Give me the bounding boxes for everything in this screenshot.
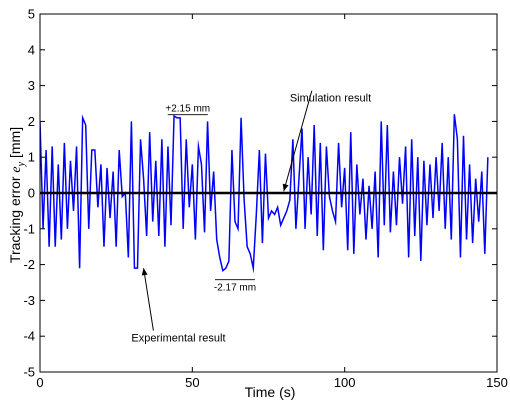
x-tick-label: 150 (486, 375, 508, 390)
y-axis-title-prefix: Tracking error (7, 173, 23, 264)
annotation-label-3: Experimental result (131, 333, 225, 345)
x-axis-title: Time (s) (245, 384, 296, 400)
y-tick-label: 0 (28, 186, 35, 201)
annotation-layer: +2.15 mm -2.17 mm Simulation result Experim… (131, 90, 371, 345)
series-layer (40, 114, 497, 274)
y-tick-label: -4 (23, 329, 35, 344)
x-tick-label: 100 (334, 375, 356, 390)
x-tick-label: 0 (36, 375, 43, 390)
y-tick-label: 5 (28, 7, 35, 22)
y-tick-label: 2 (28, 114, 35, 129)
x-tick-label: 50 (185, 375, 199, 390)
annotation-arrowhead-2 (282, 183, 289, 192)
annotation-label-0: +2.15 mm (165, 104, 210, 115)
annotation-arrow-2 (283, 90, 313, 192)
y-tick-label: -2 (23, 257, 35, 272)
y-tick-label: 4 (28, 42, 35, 57)
y-axis-title-symbol: e (9, 166, 24, 172)
experimental-series-line (40, 114, 489, 274)
y-tick-label: 3 (28, 78, 35, 93)
axis-layer: 0 50 100 150 -5 -4 -3 -2 -1 0 1 2 3 4 5 (23, 7, 507, 391)
y-tick-label: -5 (23, 365, 35, 380)
y-tick-label: 1 (28, 150, 35, 165)
y-tick-label: -1 (23, 221, 35, 236)
annotation-arrow-3 (143, 268, 154, 331)
annotation-arrowhead-3 (141, 268, 148, 276)
y-axis-title: Tracking error ey [mm] (7, 127, 27, 263)
annotation-label-2: Simulation result (290, 93, 371, 105)
y-axis-title-subscript: y (16, 161, 27, 167)
annotation-label-1: -2.17 mm (214, 283, 256, 294)
y-axis-title-unit: [mm] (7, 127, 23, 162)
y-tick-label: -3 (23, 293, 35, 308)
